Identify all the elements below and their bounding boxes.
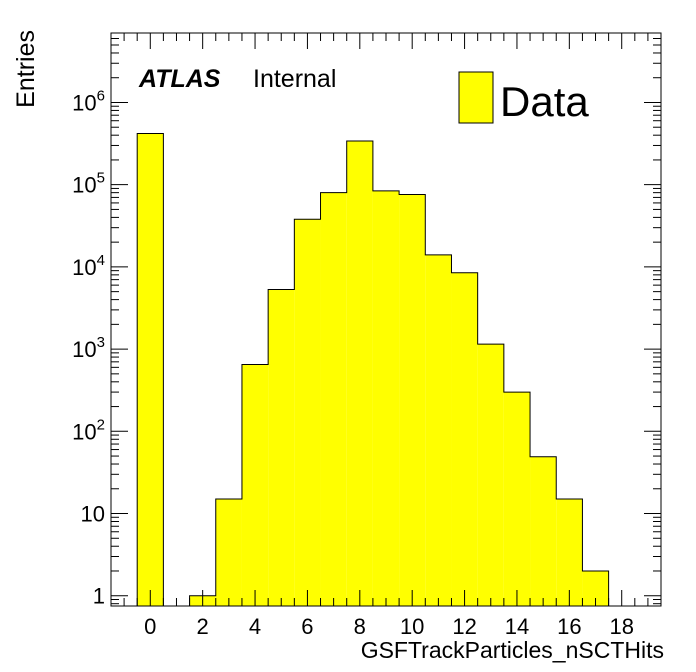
atlas-label: ATLAS [138,65,221,93]
histogram-bar [451,272,478,606]
legend-swatch-data [458,71,494,124]
x-tick-label: 14 [505,614,529,639]
y-tick-label: 106 [72,87,105,115]
histogram-bar [503,392,531,606]
y-tick-label: 10 [81,502,105,527]
histogram-bar [399,194,426,606]
histogram-bar [320,192,347,606]
x-tick-label: 12 [452,614,476,639]
x-tick-label: 18 [609,614,633,639]
histogram-bar [346,140,373,606]
x-tick-label: 4 [249,614,261,639]
y-tick-label: 1 [93,584,105,609]
histogram-bar [372,190,400,606]
legend-label-data: Data [500,78,589,125]
histogram-bar [425,254,452,607]
legend: Data [458,71,589,125]
x-tick-label: 0 [144,614,156,639]
histogram-bars [136,132,610,607]
histogram-bar [268,289,295,606]
atlas-status-label: Internal [253,65,336,93]
x-axis-label: GSFTrackParticles_nSCTHits [361,637,664,663]
x-tick-label: 6 [301,614,313,639]
histogram-bar [294,219,321,606]
x-tick-label: 8 [354,614,366,639]
x-tick-label: 10 [400,614,424,639]
y-tick-label: 103 [72,334,105,362]
histogram-outline [136,132,610,607]
histogram-bar [241,364,269,606]
histogram-bar [530,456,557,606]
y-tick-label: 105 [72,170,105,198]
y-tick-labels: 1 10 102 103 104 105 106 [72,87,105,608]
plot-frame [110,32,662,607]
histogram-bar [477,344,504,606]
histogram-bar [215,499,242,606]
y-tick-label: 104 [72,252,105,280]
x-tick-label: 2 [197,614,209,639]
histogram-bar [137,133,164,606]
y-tick-label: 102 [72,416,105,444]
y-axis-label: Entries [12,30,40,108]
x-tick-labels: 0 2 4 6 8 10 12 14 16 18 [144,614,634,639]
x-tick-label: 16 [557,614,581,639]
histogram-bar [556,499,583,606]
